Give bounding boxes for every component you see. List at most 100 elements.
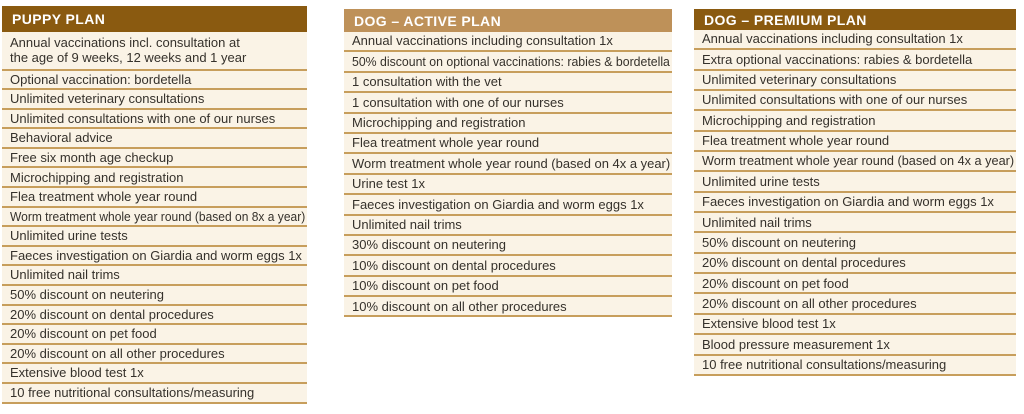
- plan-row: Faeces investigation on Giardia and worm…: [2, 246, 307, 267]
- plan-row: 50% discount on neutering: [694, 233, 1016, 254]
- plan-row-text: Microchipping and registration: [10, 169, 184, 185]
- plan-row-text: 30% discount on neutering: [352, 237, 506, 253]
- plan-header-dog-premium: DOG – PREMIUM PLAN: [694, 9, 1016, 30]
- plan-rows-puppy: Annual vaccinations incl. consultation a…: [2, 32, 307, 404]
- plan-row: 10% discount on dental procedures: [344, 256, 672, 277]
- plan-row: Extra optional vaccinations: rabies & bo…: [694, 50, 1016, 71]
- plan-row-text: 20% discount on dental procedures: [10, 306, 214, 322]
- plan-row: 10 free nutritional consultations/measur…: [2, 384, 307, 404]
- plan-row: Urine test 1x: [344, 174, 672, 196]
- plan-row-text: Extensive blood test 1x: [10, 365, 144, 381]
- plan-row: Free six month age checkup: [2, 148, 307, 169]
- plan-row-text: Faeces investigation on Giardia and worm…: [10, 247, 302, 263]
- plan-row-text: Unlimited nail trims: [10, 267, 120, 283]
- plan-rows-dog-premium: Annual vaccinations including consultati…: [694, 30, 1016, 376]
- plan-row-text: Unlimited urine tests: [10, 228, 128, 244]
- plan-row: Flea treatment whole year round: [344, 133, 672, 155]
- plan-row-text: Free six month age checkup: [10, 149, 174, 165]
- plan-row: 10 free nutritional consultations/measur…: [694, 355, 1016, 376]
- plan-row: Flea treatment whole year round: [2, 188, 307, 208]
- plan-row-text: Flea treatment whole year round: [352, 135, 540, 151]
- plan-row-text: 50% discount on optional vaccinations: r…: [352, 53, 670, 69]
- plan-row: Unlimited nail trims: [2, 266, 307, 287]
- plan-row: 1 consultation with one of our nurses: [344, 93, 672, 114]
- plan-row-text: 1 consultation with one of our nurses: [352, 94, 564, 110]
- plan-row: Unlimited consultations with one of our …: [694, 91, 1016, 112]
- plan-header-puppy: PUPPY PLAN: [2, 6, 307, 32]
- plan-row-text: 10 free nutritional consultations/measur…: [10, 385, 255, 401]
- plan-row: Extensive blood test 1x: [694, 314, 1016, 336]
- plan-row: 20% discount on dental procedures: [2, 305, 307, 326]
- plan-row: Microchipping and registration: [2, 168, 307, 189]
- plan-rows-dog-active: Annual vaccinations including consultati…: [344, 32, 672, 318]
- plan-row: Unlimited urine tests: [694, 172, 1016, 193]
- plan-row: Annual vaccinations incl. consultation a…: [2, 32, 307, 71]
- plan-row-text: Unlimited urine tests: [702, 173, 820, 189]
- plan-row-text: Faeces investigation on Giardia and worm…: [702, 194, 994, 210]
- plan-row-text: the age of 9 weeks, 12 weeks and 1 year: [10, 50, 247, 66]
- plan-row: Faeces investigation on Giardia and worm…: [694, 192, 1016, 214]
- plan-row-text: Unlimited nail trims: [702, 214, 812, 230]
- plan-row-text: Annual vaccinations including consultati…: [702, 31, 963, 47]
- plan-row: 10% discount on all other procedures: [344, 297, 672, 318]
- plan-row: Worm treatment whole year round (based o…: [2, 207, 307, 228]
- plan-row-text: 50% discount on neutering: [702, 234, 856, 250]
- plan-row: Optional vaccination: bordetella: [2, 70, 307, 91]
- plan-row-text: 20% discount on all other procedures: [10, 345, 225, 361]
- plan-row: Unlimited veterinary consultations: [2, 90, 307, 110]
- plan-row: Microchipping and registration: [344, 113, 672, 134]
- plan-row: 20% discount on all other procedures: [2, 344, 307, 365]
- plan-row-text: 10% discount on dental procedures: [352, 257, 556, 273]
- plan-row: Worm treatment whole year round (based o…: [344, 154, 672, 175]
- plan-column-puppy: PUPPY PLAN Annual vaccinations incl. con…: [2, 0, 307, 404]
- plan-row: 10% discount on pet food: [344, 276, 672, 298]
- plan-row-text: Extra optional vaccinations: rabies & bo…: [702, 51, 973, 67]
- plan-row-text: Extensive blood test 1x: [702, 316, 836, 332]
- plan-row-text: Unlimited veterinary consultations: [10, 91, 205, 107]
- plan-row-text: Unlimited consultations with one of our …: [702, 92, 968, 108]
- plan-header-dog-active: DOG – ACTIVE PLAN: [344, 9, 672, 32]
- plan-row-text: Worm treatment whole year round (based o…: [702, 153, 1015, 169]
- plan-row: 50% discount on neutering: [2, 286, 307, 306]
- plan-row-text: 1 consultation with the vet: [352, 74, 502, 90]
- plan-row: 50% discount on optional vaccinations: r…: [344, 52, 672, 73]
- plan-row-text: 10% discount on pet food: [352, 278, 499, 294]
- plan-row: Annual vaccinations including consultati…: [344, 32, 672, 53]
- plan-column-dog-premium: DOG – PREMIUM PLAN Annual vaccinations i…: [694, 0, 1016, 376]
- plan-row-text: Worm treatment whole year round (based o…: [10, 208, 306, 224]
- plan-row: Unlimited urine tests: [2, 227, 307, 247]
- plan-row-text: Blood pressure measurement 1x: [702, 336, 890, 352]
- plan-row: Unlimited consultations with one of our …: [2, 109, 307, 130]
- plan-row: Faeces investigation on Giardia and worm…: [344, 195, 672, 216]
- plan-row-text: Unlimited consultations with one of our …: [10, 110, 276, 126]
- plan-row: 1 consultation with the vet: [344, 72, 672, 94]
- plan-row-text: Flea treatment whole year round: [10, 189, 198, 205]
- plan-row-text: Faeces investigation on Giardia and worm…: [352, 196, 644, 212]
- plan-row-text: Optional vaccination: bordetella: [10, 71, 192, 87]
- plan-row-text: 20% discount on dental procedures: [702, 255, 906, 271]
- plan-column-dog-active: DOG – ACTIVE PLAN Annual vaccinations in…: [344, 0, 672, 318]
- plan-row-text: 10 free nutritional consultations/measur…: [702, 356, 947, 372]
- plan-title: DOG – ACTIVE PLAN: [354, 12, 502, 29]
- plan-title: DOG – PREMIUM PLAN: [704, 11, 867, 28]
- plan-row-text: Flea treatment whole year round: [702, 133, 890, 149]
- plan-row-text: 20% discount on pet food: [702, 275, 849, 291]
- plan-row-text: Worm treatment whole year round (based o…: [352, 155, 671, 171]
- plan-row-text: Microchipping and registration: [702, 112, 876, 128]
- plan-row: Unlimited nail trims: [694, 213, 1016, 234]
- plan-row-text: 50% discount on neutering: [10, 287, 164, 303]
- plan-row: Worm treatment whole year round (based o…: [694, 152, 1016, 173]
- plan-row: Unlimited veterinary consultations: [694, 70, 1016, 92]
- plan-row: Unlimited nail trims: [344, 215, 672, 236]
- plan-row-text: Microchipping and registration: [352, 115, 526, 130]
- plan-row: 20% discount on pet food: [694, 274, 1016, 295]
- plan-row-text: 20% discount on pet food: [10, 326, 157, 342]
- plan-row-text: Annual vaccinations including consultati…: [352, 33, 613, 49]
- plan-row-text: Unlimited nail trims: [352, 216, 462, 232]
- plan-row: Behavioral advice: [2, 129, 307, 149]
- plan-row-text: Behavioral advice: [10, 130, 113, 146]
- plan-row: Annual vaccinations including consultati…: [694, 30, 1016, 51]
- plan-row-text: Annual vaccinations incl. consultation a…: [10, 34, 240, 50]
- plan-row: 20% discount on all other procedures: [694, 294, 1016, 315]
- plan-row: Extensive blood test 1x: [2, 364, 307, 384]
